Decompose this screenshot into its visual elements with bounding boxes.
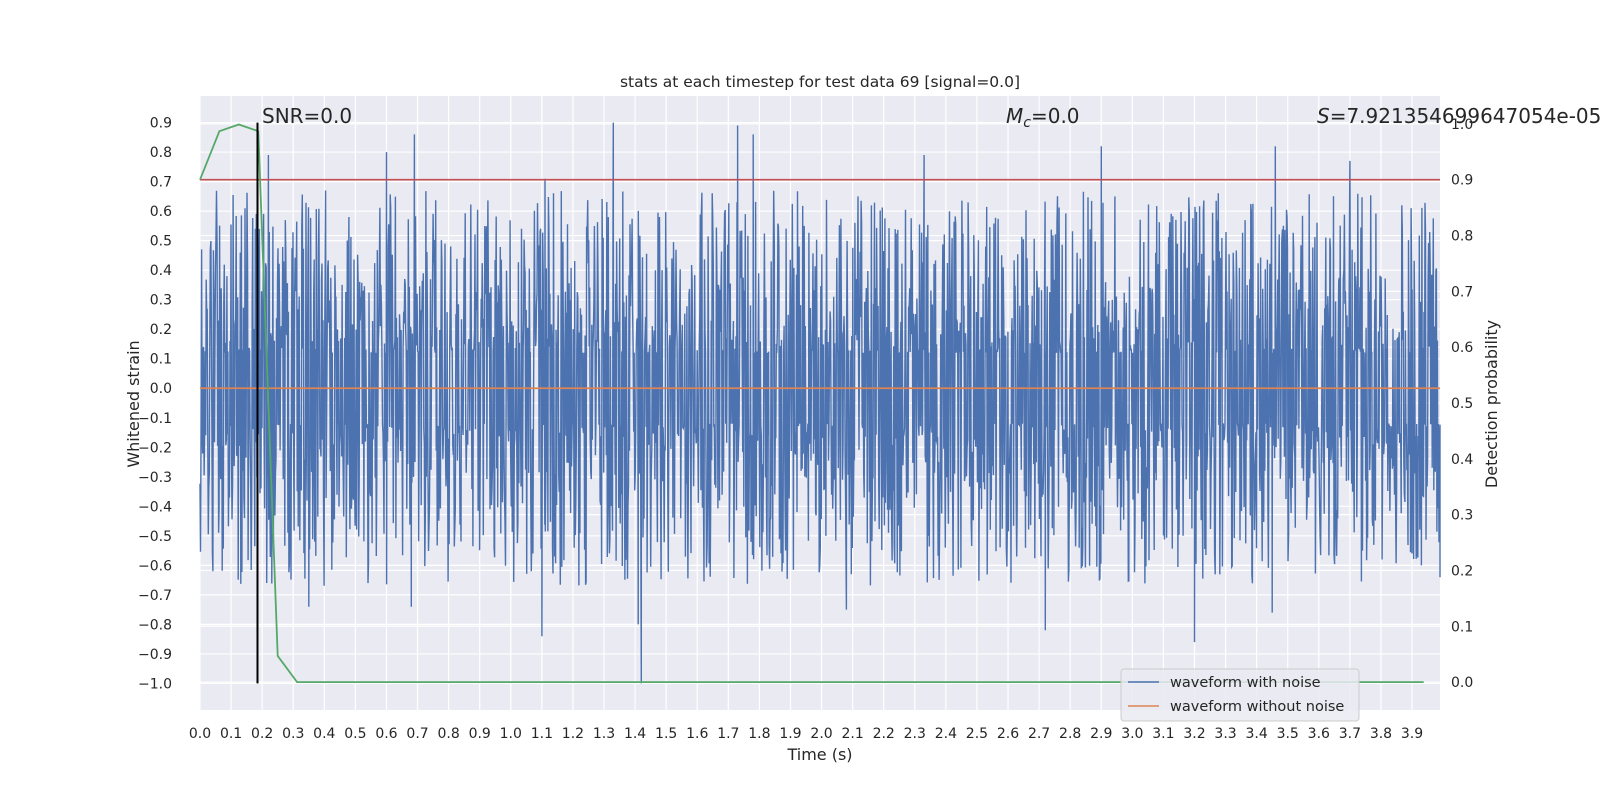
y-tick-label: 0.2 xyxy=(150,322,172,338)
x-tick-label: 3.2 xyxy=(1183,726,1205,742)
waveform-with-noise-line xyxy=(199,122,1441,684)
x-tick-label: 1.6 xyxy=(686,726,708,742)
y2-tick-label: 0.2 xyxy=(1451,563,1473,579)
y-tick-label: 0.5 xyxy=(150,234,172,250)
x-tick-label: 3.3 xyxy=(1214,726,1236,742)
y-tick-label: −0.7 xyxy=(138,588,172,604)
x-axis-ticks: 0.0 0.1 0.2 0.3 0.4 0.5 0.6 0.7 0.8 0.9 1.0 1.1 1.2 1… xyxy=(189,726,1423,742)
x-tick-label: 0.6 xyxy=(375,726,397,742)
x-tick-label: 1.7 xyxy=(717,726,739,742)
x-tick-label: 2.9 xyxy=(1090,726,1112,742)
y2-tick-label: 0.8 xyxy=(1451,229,1473,245)
y2-tick-label: 0.0 xyxy=(1451,675,1473,691)
x-tick-label: 2.6 xyxy=(997,726,1019,742)
mc-subscript: c xyxy=(1023,115,1031,131)
x-tick-label: 3.0 xyxy=(1121,726,1143,742)
x-tick-label: 1.4 xyxy=(624,726,646,742)
x-tick-label: 2.0 xyxy=(810,726,832,742)
y-tick-label: 0.6 xyxy=(150,204,172,220)
overlay-lines xyxy=(199,122,1440,684)
x-tick-label: 1.0 xyxy=(500,726,522,742)
x-tick-label: 0.4 xyxy=(313,726,335,742)
x-tick-label: 2.8 xyxy=(1059,726,1081,742)
x-tick-label: 3.6 xyxy=(1308,726,1330,742)
y-tick-label: −0.3 xyxy=(138,470,172,486)
y-tick-label: 0.4 xyxy=(150,263,172,279)
y-tick-label: −0.2 xyxy=(138,440,172,456)
x-tick-label: 0.8 xyxy=(437,726,459,742)
x-tick-label: 2.1 xyxy=(841,726,863,742)
y-tick-label: −0.6 xyxy=(138,558,172,574)
y-tick-label: −0.9 xyxy=(138,647,172,663)
x-tick-label: 1.1 xyxy=(531,726,553,742)
y2-tick-label: 0.6 xyxy=(1451,340,1473,356)
x-tick-label: 2.7 xyxy=(1028,726,1050,742)
x-tick-label: 0.1 xyxy=(220,726,242,742)
y-tick-label: −0.8 xyxy=(138,617,172,633)
x-tick-label: 3.5 xyxy=(1277,726,1299,742)
y2-tick-label: 0.3 xyxy=(1451,508,1473,524)
legend-box xyxy=(1120,668,1360,722)
y2-tick-label: 0.4 xyxy=(1451,452,1473,468)
y-tick-label: 0.8 xyxy=(150,145,172,161)
y2-tick-label: 1.0 xyxy=(1451,117,1473,133)
s-annotation: S=7.921354699647054e-05 xyxy=(1317,104,1600,128)
s-symbol: S xyxy=(1317,104,1330,128)
x-tick-label: 1.5 xyxy=(655,726,677,742)
series-waveform-with-noise xyxy=(199,122,1441,684)
y-tick-label: 0.7 xyxy=(150,175,172,191)
mc-value: =0.0 xyxy=(1031,104,1080,128)
y-tick-label: 0.1 xyxy=(150,352,172,368)
y-tick-label: 0.0 xyxy=(150,381,172,397)
chirp-mass-annotation: Mc=0.0 xyxy=(1006,104,1080,131)
y-tick-label: −0.5 xyxy=(138,529,172,545)
x-tick-label: 0.7 xyxy=(406,726,428,742)
x-tick-label: 2.4 xyxy=(935,726,957,742)
x-tick-label: 3.7 xyxy=(1339,726,1361,742)
legend-label-waveform-with-noise: waveform with noise xyxy=(1170,675,1321,691)
x-tick-label: 0.2 xyxy=(251,726,273,742)
y-axis-label: Whitened strain xyxy=(124,340,143,467)
y-tick-label: −1.0 xyxy=(138,676,172,692)
x-tick-label: 0.0 xyxy=(189,726,211,742)
legend-label-waveform-without-noise: waveform without noise xyxy=(1170,699,1344,715)
y-tick-label: 0.3 xyxy=(150,293,172,309)
x-tick-label: 1.2 xyxy=(562,726,584,742)
y2-tick-label: 0.1 xyxy=(1451,619,1473,635)
x-tick-label: 0.5 xyxy=(344,726,366,742)
x-tick-label: 3.4 xyxy=(1246,726,1268,742)
x-tick-label: 1.9 xyxy=(779,726,801,742)
x-tick-label: 3.1 xyxy=(1152,726,1174,742)
y2-axis-label: Detection probability xyxy=(1482,320,1501,488)
x-tick-label: 3.9 xyxy=(1401,726,1423,742)
x-tick-label: 2.5 xyxy=(966,726,988,742)
y-tick-label: −0.1 xyxy=(138,411,172,427)
s-value: =7.921354699647054e-05 xyxy=(1330,104,1600,128)
snr-annotation: SNR=0.0 xyxy=(262,104,352,128)
x-tick-label: 2.2 xyxy=(873,726,895,742)
y-tick-label: −0.4 xyxy=(138,499,172,515)
y-axis-ticks: 0.9 0.8 0.7 0.6 0.5 0.4 0.3 0.2 0.1 0.0 −0.1 −0.2 −0… xyxy=(138,116,172,693)
x-tick-label: 0.3 xyxy=(282,726,304,742)
y2-tick-label: 0.5 xyxy=(1451,396,1473,412)
x-tick-label: 1.8 xyxy=(748,726,770,742)
y2-tick-label: 0.7 xyxy=(1451,284,1473,300)
chart-title: stats at each timestep for test data 69 … xyxy=(620,73,1020,91)
y2-axis-ticks: 1.0 0.9 0.8 0.7 0.6 0.5 0.4 0.3 0.2 0.1 0.0 xyxy=(1451,117,1473,691)
mc-symbol: M xyxy=(1006,104,1023,128)
x-tick-label: 1.3 xyxy=(593,726,615,742)
y-tick-label: 0.9 xyxy=(150,116,172,132)
x-tick-label: 2.3 xyxy=(904,726,926,742)
legend: waveform with noise waveform without noi… xyxy=(1120,668,1360,722)
x-axis-label: Time (s) xyxy=(786,745,852,764)
x-tick-label: 0.9 xyxy=(469,726,491,742)
y2-tick-label: 0.9 xyxy=(1451,173,1473,189)
x-tick-label: 3.8 xyxy=(1370,726,1392,742)
